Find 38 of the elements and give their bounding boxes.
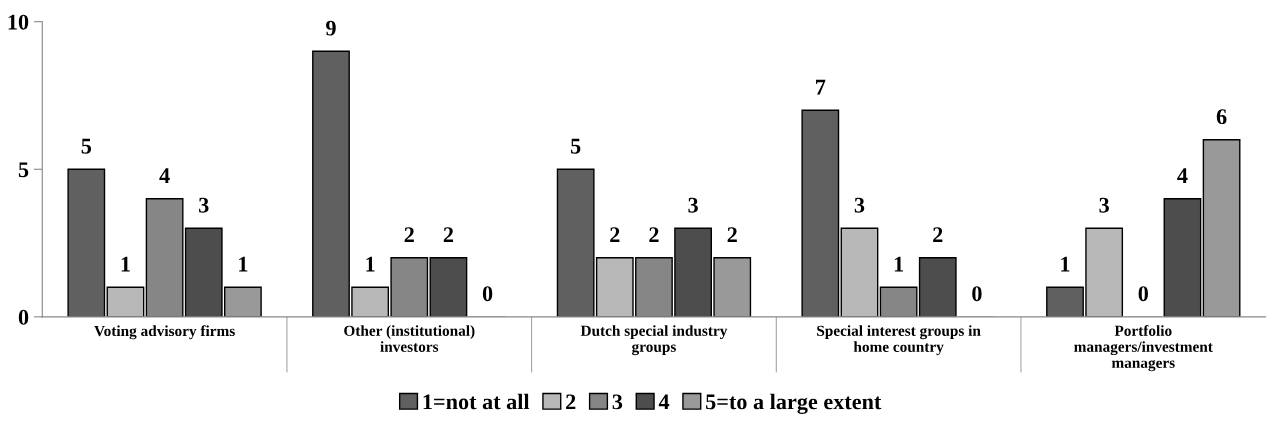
data-label: 0: [972, 286, 982, 302]
data-label: 1: [239, 256, 248, 272]
data-label: 5: [570, 138, 581, 154]
legend-label: 2: [566, 394, 576, 410]
legend-label: 5=to a large extent: [706, 393, 882, 414]
data-label: 1: [894, 256, 904, 272]
data-label: 3: [854, 197, 865, 213]
data-label: 2: [610, 227, 620, 242]
data-label: 9: [326, 20, 336, 36]
y-tick-label: 0: [18, 309, 29, 325]
legend-label: 4: [658, 394, 670, 410]
data-label: 5: [81, 138, 92, 154]
data-label: 3: [199, 197, 209, 213]
x-tick-label: Voting advisory firms: [94, 325, 235, 340]
data-label: 0: [482, 286, 493, 302]
data-label: 1: [1061, 256, 1070, 272]
data-label: 4: [1177, 168, 1188, 183]
data-label: 3: [688, 197, 698, 213]
data-label: 7: [816, 79, 826, 95]
data-label: 2: [727, 227, 737, 242]
x-tick-label: Portfolio managers/investment managers: [1074, 325, 1213, 372]
x-tick-label: Other (institutional) investors: [344, 325, 475, 352]
y-tick-label: 5: [18, 162, 29, 178]
data-label: 4: [159, 168, 170, 183]
data-label: 2: [933, 227, 943, 242]
data-label: 1: [366, 256, 375, 272]
x-tick-label: Special interest groups in home country: [817, 325, 981, 356]
data-label: 0: [1138, 286, 1148, 302]
data-label: 3: [1099, 197, 1109, 213]
y-tick-label: 10: [8, 14, 29, 30]
data-label: 2: [649, 227, 659, 242]
data-label: 6: [1216, 109, 1227, 125]
data-label: 2: [443, 227, 454, 242]
data-label: 1: [121, 256, 130, 272]
legend-label: 3: [612, 394, 623, 410]
x-tick-label: Dutch special industry groups: [580, 325, 728, 356]
legend-label: 1=not at all: [423, 393, 530, 410]
data-label: 2: [404, 227, 414, 242]
